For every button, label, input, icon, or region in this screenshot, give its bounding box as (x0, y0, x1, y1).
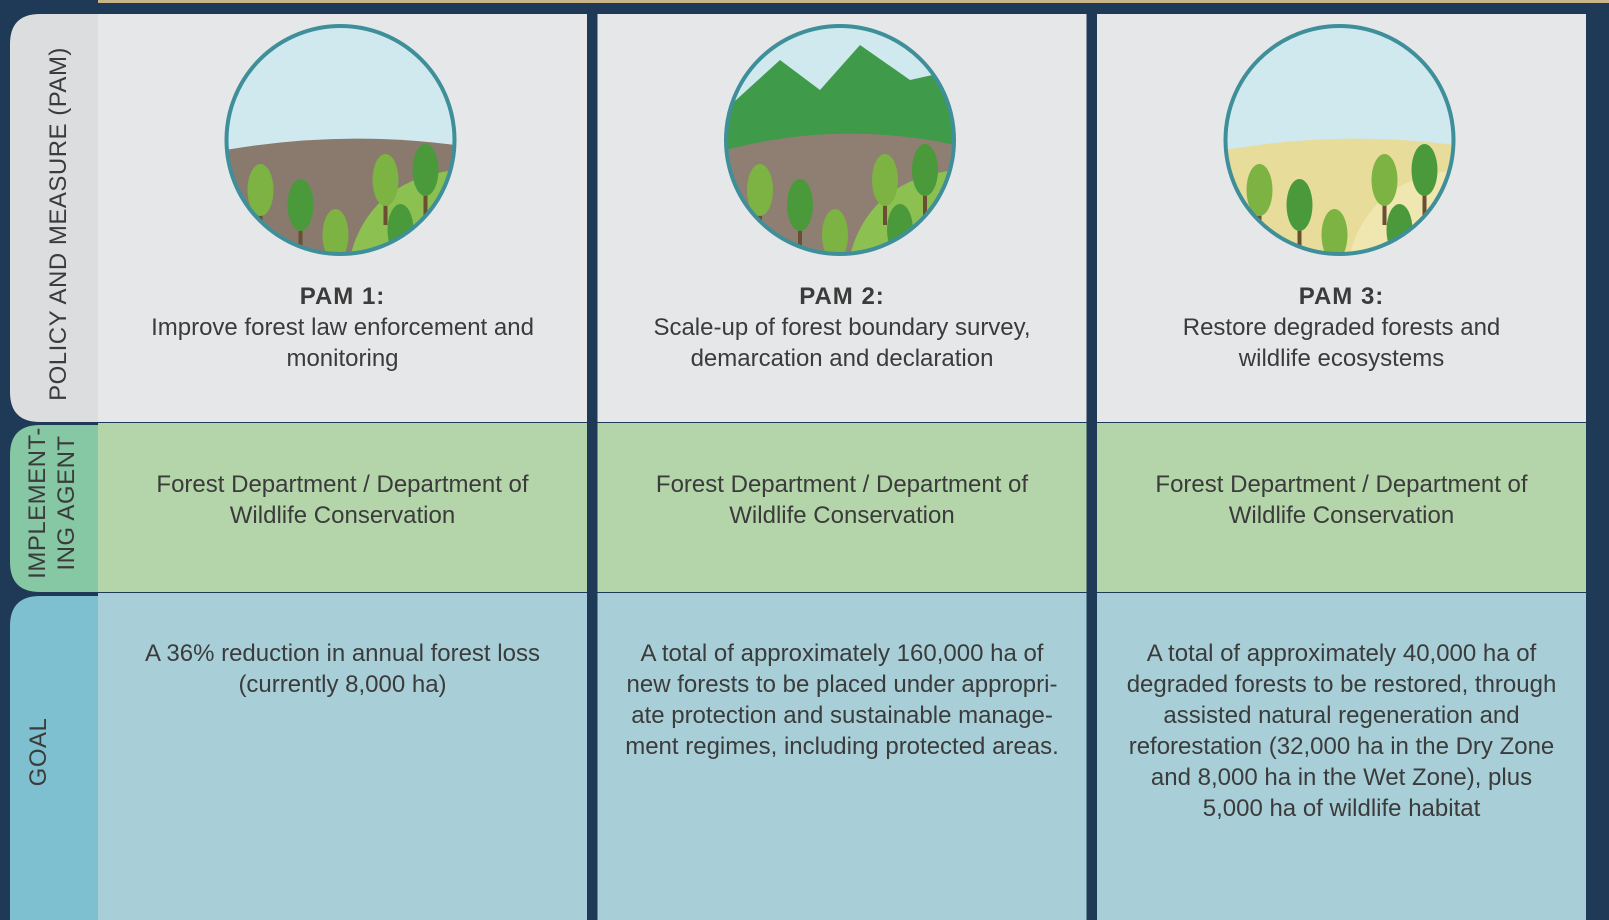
tree (872, 154, 898, 206)
agent-text: Forest Department / Department of Wildlif… (98, 469, 587, 531)
row-label: IMPLEMENT- (24, 427, 51, 579)
goal-line: A 36% reduction in annual forest loss (145, 640, 540, 667)
trunk (798, 225, 802, 250)
goal-line: and 8,000 ha in the Wet Zone), plus (1150, 764, 1533, 791)
trunk (923, 190, 927, 215)
illustration (727, 27, 953, 253)
tree (1246, 164, 1273, 216)
pam-description: monitoring (286, 345, 399, 372)
agent-line: Wildlife Conservation (229, 502, 456, 529)
agent-line: Forest Department / Department of (156, 471, 529, 498)
pam-description: demarcation and declaration (690, 345, 994, 372)
goal-text: A total of approximately 40,000 ha of deg… (1097, 638, 1586, 824)
tree (1286, 179, 1313, 231)
goal-line: A total of approximately 40,000 ha of (1146, 640, 1537, 667)
pam-title: PAM 1: (299, 283, 386, 310)
trunk (383, 200, 388, 225)
agent-cell (597, 423, 1087, 592)
pam-title: PAM 3: (1298, 283, 1385, 310)
agent-line: Wildlife Conservation (729, 502, 955, 529)
goal-cell (1097, 593, 1586, 920)
tree (247, 164, 274, 216)
pam-tab (10, 14, 98, 422)
goal-line: (currently 8,000 ha) (238, 671, 447, 698)
tree (1321, 209, 1348, 253)
tree (1371, 154, 1398, 206)
tree (372, 154, 399, 206)
agent-line: Forest Department / Department of (655, 471, 1029, 498)
agent-line: Forest Department / Department of (1155, 471, 1528, 498)
trunk (423, 190, 428, 215)
pam-title: PAM 2: (799, 283, 885, 310)
illustration (1226, 27, 1453, 253)
trunk (298, 225, 303, 250)
frame (224, 24, 457, 256)
illustration (227, 27, 454, 253)
frame (724, 24, 956, 256)
agent-text: Forest Department / Department of Wildlif… (598, 469, 1087, 531)
goal-line: assisted natural regeneration and (1163, 702, 1520, 729)
goal-tab (10, 596, 98, 920)
tree (822, 209, 848, 253)
trunk (1297, 225, 1302, 250)
goal-cell (98, 593, 587, 920)
trunk (1422, 190, 1427, 215)
trunk (1382, 200, 1387, 225)
agent-line: Wildlife Conservation (1228, 502, 1455, 529)
pam-description: wildlife ecosystems (1238, 345, 1445, 372)
goal-line: new forests to be placed under appropri- (626, 671, 1058, 698)
pam-text: PAM 3: Restore degraded forests and wildli… (1097, 281, 1586, 374)
tree (912, 144, 938, 196)
agent-cell (98, 423, 587, 592)
pam-description: Improve forest law enforcement and (151, 314, 534, 341)
goal-text: A 36% reduction in annual forest loss (cu… (98, 638, 587, 700)
goal-line: degraded forests to be restored, through (1126, 671, 1557, 698)
tree (1411, 144, 1438, 196)
goal-text: A total of approximately 160,000 ha of ne… (598, 638, 1087, 762)
agent-tab (10, 425, 98, 592)
goal-line: ment regimes, including protected areas. (625, 733, 1059, 760)
pam-text: PAM 2: Scale-up of forest boundary survey… (598, 281, 1087, 374)
agent-text: Forest Department / Department of Wildlif… (1097, 469, 1586, 531)
tree (287, 179, 314, 231)
pam-description: Scale-up of forest boundary survey, (653, 314, 1031, 341)
row-label: ING AGENT (53, 435, 80, 570)
frame (1223, 24, 1456, 256)
goal-line: reforestation (32,000 ha in the Dry Zone (1128, 733, 1555, 760)
goal-cell (597, 593, 1087, 920)
tree (747, 164, 773, 216)
goal-line: ate protection and sustainable manage- (631, 702, 1053, 729)
row-label: GOAL (25, 718, 52, 787)
tree (412, 144, 439, 196)
tree (322, 209, 349, 253)
row-label: POLICY AND MEASURE (PAM) (45, 47, 72, 401)
trunk (883, 200, 887, 225)
pam-description: Restore degraded forests and (1182, 314, 1501, 341)
agent-cell (1097, 423, 1586, 592)
goal-line: A total of approximately 160,000 ha of (640, 640, 1044, 667)
top-rule (98, 0, 1609, 3)
pam-text: PAM 1: Improve forest law enforcement and… (98, 281, 587, 374)
tree (787, 179, 813, 231)
goal-line: 5,000 ha of wildlife habitat (1202, 795, 1481, 822)
